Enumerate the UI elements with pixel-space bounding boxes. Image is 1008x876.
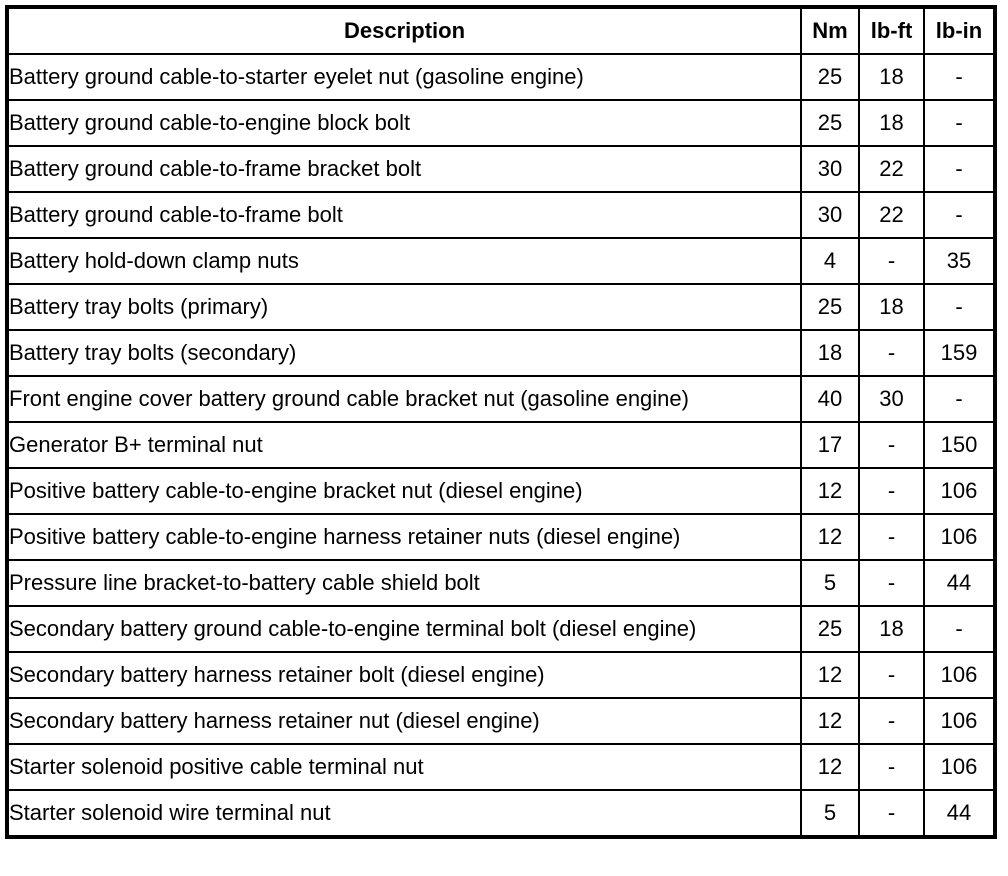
- lb-in-cell: 44: [923, 559, 996, 607]
- nm-cell: 12: [800, 697, 860, 745]
- nm-cell: 25: [800, 99, 860, 147]
- table-row: Secondary battery ground cable-to-engine…: [6, 605, 996, 653]
- lb-ft-cell: -: [858, 329, 925, 377]
- nm-cell: 17: [800, 421, 860, 469]
- lb-in-cell: 106: [923, 651, 996, 699]
- lb-ft-cell: 30: [858, 375, 925, 423]
- description-cell: Starter solenoid positive cable terminal…: [6, 743, 802, 791]
- table-row: Secondary battery harness retainer nut (…: [6, 697, 996, 745]
- lb-in-cell: 44: [923, 789, 996, 838]
- lb-in-cell: 35: [923, 237, 996, 285]
- nm-cell: 25: [800, 283, 860, 331]
- lb-ft-cell: -: [858, 743, 925, 791]
- lb-in-cell: -: [923, 605, 996, 653]
- description-cell: Secondary battery ground cable-to-engine…: [6, 605, 802, 653]
- lb-in-cell: 106: [923, 697, 996, 745]
- lb-ft-cell: -: [858, 421, 925, 469]
- table-row: Battery hold-down clamp nuts 4-35: [6, 237, 996, 285]
- header-row: Description Nm lb-ft lb-in: [6, 6, 996, 55]
- description-cell: Secondary battery harness retainer bolt …: [6, 651, 802, 699]
- lb-ft-cell: 18: [858, 605, 925, 653]
- table-row: Positive battery cable-to-engine bracket…: [6, 467, 996, 515]
- lb-ft-cell: 18: [858, 53, 925, 101]
- lb-in-cell: -: [923, 191, 996, 239]
- lb-ft-cell: 18: [858, 283, 925, 331]
- nm-cell: 40: [800, 375, 860, 423]
- nm-cell: 5: [800, 559, 860, 607]
- table-body: Battery ground cable-to-starter eyelet n…: [6, 53, 996, 838]
- description-cell: Positive battery cable-to-engine bracket…: [6, 467, 802, 515]
- description-cell: Generator B+ terminal nut: [6, 421, 802, 469]
- description-cell: Battery tray bolts (primary): [6, 283, 802, 331]
- description-cell: Battery hold-down clamp nuts: [6, 237, 802, 285]
- description-cell: Battery ground cable-to-frame bolt: [6, 191, 802, 239]
- header-lb-ft: lb-ft: [858, 6, 925, 55]
- lb-ft-cell: -: [858, 559, 925, 607]
- table-row: Battery tray bolts (secondary) 18-159: [6, 329, 996, 377]
- table-row: Starter solenoid wire terminal nut 5-44: [6, 789, 996, 838]
- lb-ft-cell: -: [858, 237, 925, 285]
- nm-cell: 12: [800, 651, 860, 699]
- lb-in-cell: -: [923, 375, 996, 423]
- description-cell: Starter solenoid wire terminal nut: [6, 789, 802, 838]
- lb-ft-cell: -: [858, 697, 925, 745]
- table-row: Generator B+ terminal nut 17-150: [6, 421, 996, 469]
- description-cell: Battery ground cable-to-frame bracket bo…: [6, 145, 802, 193]
- table-row: Battery ground cable-to-frame bolt 30 22-: [6, 191, 996, 239]
- nm-cell: 25: [800, 53, 860, 101]
- nm-cell: 12: [800, 513, 860, 561]
- description-cell: Front engine cover battery ground cable …: [6, 375, 802, 423]
- lb-in-cell: 106: [923, 467, 996, 515]
- lb-in-cell: -: [923, 145, 996, 193]
- table-row: Starter solenoid positive cable terminal…: [6, 743, 996, 791]
- header-lb-in: lb-in: [923, 6, 996, 55]
- lb-in-cell: 106: [923, 743, 996, 791]
- header-nm: Nm: [800, 6, 860, 55]
- lb-in-cell: 106: [923, 513, 996, 561]
- description-cell: Battery tray bolts (secondary): [6, 329, 802, 377]
- lb-ft-cell: 22: [858, 145, 925, 193]
- lb-ft-cell: -: [858, 467, 925, 515]
- description-cell: Battery ground cable-to-engine block bol…: [6, 99, 802, 147]
- description-cell: Battery ground cable-to-starter eyelet n…: [6, 53, 802, 101]
- description-cell: Pressure line bracket-to-battery cable s…: [6, 559, 802, 607]
- nm-cell: 4: [800, 237, 860, 285]
- nm-cell: 30: [800, 191, 860, 239]
- nm-cell: 12: [800, 743, 860, 791]
- table-row: Pressure line bracket-to-battery cable s…: [6, 559, 996, 607]
- lb-ft-cell: 18: [858, 99, 925, 147]
- description-cell: Positive battery cable-to-engine harness…: [6, 513, 802, 561]
- nm-cell: 25: [800, 605, 860, 653]
- lb-in-cell: -: [923, 99, 996, 147]
- table-row: Battery ground cable-to-starter eyelet n…: [6, 53, 996, 101]
- nm-cell: 12: [800, 467, 860, 515]
- nm-cell: 5: [800, 789, 860, 838]
- lb-in-cell: 150: [923, 421, 996, 469]
- torque-spec-table: Description Nm lb-ft lb-in Battery groun…: [5, 5, 997, 839]
- lb-in-cell: -: [923, 283, 996, 331]
- header-description: Description: [6, 6, 802, 55]
- table-row: Front engine cover battery ground cable …: [6, 375, 996, 423]
- lb-ft-cell: -: [858, 651, 925, 699]
- table-row: Positive battery cable-to-engine harness…: [6, 513, 996, 561]
- lb-in-cell: -: [923, 53, 996, 101]
- lb-ft-cell: -: [858, 513, 925, 561]
- nm-cell: 30: [800, 145, 860, 193]
- table-row: Secondary battery harness retainer bolt …: [6, 651, 996, 699]
- lb-ft-cell: -: [858, 789, 925, 838]
- table-row: Battery tray bolts (primary) 25 18-: [6, 283, 996, 331]
- lb-ft-cell: 22: [858, 191, 925, 239]
- lb-in-cell: 159: [923, 329, 996, 377]
- description-cell: Secondary battery harness retainer nut (…: [6, 697, 802, 745]
- table-row: Battery ground cable-to-frame bracket bo…: [6, 145, 996, 193]
- table-row: Battery ground cable-to-engine block bol…: [6, 99, 996, 147]
- nm-cell: 18: [800, 329, 860, 377]
